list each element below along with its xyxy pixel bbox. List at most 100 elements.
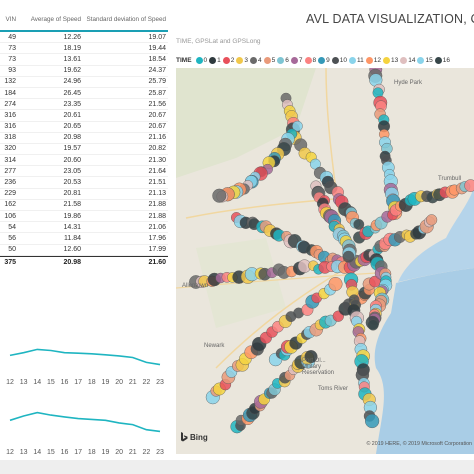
x-tick-label: 12 bbox=[6, 379, 14, 386]
table-row[interactable]: 56 11.84 17.96 bbox=[0, 233, 168, 245]
x-tick-label: 18 bbox=[88, 379, 96, 386]
table-row[interactable]: 50 12.60 17.99 bbox=[0, 245, 168, 256]
legend-dot-icon bbox=[222, 56, 230, 64]
x-tick-label: 19 bbox=[102, 379, 110, 386]
table-row[interactable]: 229 20.81 21.13 bbox=[0, 189, 168, 200]
legend-item-label: 13 bbox=[391, 56, 399, 64]
legend-item[interactable]: 10 bbox=[331, 56, 348, 64]
table-row[interactable]: 93 19.62 24.37 bbox=[0, 66, 168, 77]
legend-item-label: 0 bbox=[203, 56, 208, 64]
legend-item-label: 10 bbox=[339, 56, 348, 64]
table-row[interactable]: 320 19.57 20.82 bbox=[0, 144, 168, 156]
legend-item[interactable]: 4 bbox=[250, 56, 262, 64]
legend-item[interactable]: 0 bbox=[195, 56, 208, 64]
table-row[interactable]: 132 24.96 25.79 bbox=[0, 77, 168, 88]
speed-line-chart-top[interactable]: 12 13 14 15 16 17 18 19 20 21 22 23 bbox=[0, 340, 168, 388]
legend-item-label: 6 bbox=[285, 56, 289, 64]
cell-vin: 106 bbox=[4, 212, 16, 220]
cell-vin: 56 bbox=[8, 234, 16, 242]
legend-item[interactable]: 3 bbox=[236, 56, 249, 64]
table-row[interactable]: 184 26.45 25.87 bbox=[0, 88, 168, 100]
cell-vin: 314 bbox=[4, 156, 16, 164]
x-tick-label: 20 bbox=[115, 449, 123, 456]
gps-point-marker[interactable] bbox=[353, 218, 365, 230]
legend-item[interactable]: 13 bbox=[383, 56, 399, 64]
table-row[interactable]: 73 13.61 18.54 bbox=[0, 54, 168, 66]
bing-icon bbox=[181, 432, 188, 442]
table-row[interactable]: 318 20.98 21.16 bbox=[0, 133, 168, 144]
x-tick-label: 12 bbox=[6, 449, 14, 456]
cell-std-speed: 21.30 bbox=[148, 156, 166, 164]
column-header-avg-speed[interactable]: Average of Speed bbox=[30, 15, 81, 23]
page-tab-strip bbox=[0, 460, 474, 474]
bing-label: Bing bbox=[190, 432, 208, 442]
legend-item[interactable]: 11 bbox=[349, 56, 364, 64]
legend-item[interactable]: 7 bbox=[290, 56, 303, 64]
gps-point-marker[interactable] bbox=[328, 276, 343, 291]
legend-item[interactable]: 1 bbox=[209, 56, 221, 64]
speed-series-line[interactable] bbox=[9, 411, 161, 433]
legend-item[interactable]: 12 bbox=[365, 56, 381, 64]
cell-avg-speed: 11.84 bbox=[64, 234, 81, 242]
cell-std-speed: 21.51 bbox=[148, 179, 166, 187]
table-row[interactable]: 106 19.86 21.88 bbox=[0, 211, 168, 223]
gps-point-marker[interactable] bbox=[426, 214, 438, 226]
legend-item[interactable]: 2 bbox=[222, 56, 234, 64]
cell-std-speed: 17.96 bbox=[148, 234, 166, 242]
table-row[interactable]: 162 21.58 21.88 bbox=[0, 200, 168, 211]
cell-avg-speed: 21.58 bbox=[63, 201, 81, 209]
table-body: 49 12.26 19.07 73 18.19 19.44 73 13.61 18.54 93 19… bbox=[0, 32, 168, 256]
legend-dot-icon bbox=[195, 56, 203, 64]
x-tick-label: 15 bbox=[47, 449, 55, 456]
legend-dot-icon bbox=[250, 56, 258, 64]
cell-avg-speed: 23.35 bbox=[63, 100, 81, 108]
table-row[interactable]: 73 18.19 19.44 bbox=[0, 43, 168, 55]
legend-item[interactable]: 8 bbox=[304, 56, 316, 64]
legend-item-label: 9 bbox=[326, 56, 330, 64]
report-title: AVL DATA VISUALIZATION, CT bbox=[306, 12, 474, 26]
gps-point-marker[interactable] bbox=[365, 413, 380, 429]
table-row[interactable]: 274 23.35 21.56 bbox=[0, 99, 168, 111]
x-tick-label: 13 bbox=[20, 379, 28, 386]
legend-dot-icon bbox=[383, 56, 390, 64]
column-header-std-speed[interactable]: Standard deviation of Speed bbox=[86, 15, 166, 23]
total-std-speed: 21.60 bbox=[148, 259, 166, 267]
gps-point-marker[interactable] bbox=[464, 179, 474, 192]
column-header-vin[interactable]: VIN bbox=[5, 15, 17, 23]
gps-point-marker[interactable] bbox=[304, 350, 318, 364]
map-label-military-reservation: Port Ol... Military Reservation bbox=[302, 358, 335, 376]
legend-dot-icon bbox=[236, 56, 244, 64]
table-row[interactable]: 314 20.60 21.30 bbox=[0, 155, 168, 167]
gps-point-marker[interactable] bbox=[212, 188, 227, 203]
legend-item[interactable]: 9 bbox=[318, 56, 330, 64]
x-tick-label: 16 bbox=[61, 449, 69, 456]
table-row[interactable]: 236 20.53 21.51 bbox=[0, 177, 168, 189]
speed-line-chart-bottom[interactable]: 12 13 14 15 16 17 18 19 20 21 22 23 bbox=[0, 400, 168, 458]
bing-logo: Bing bbox=[180, 432, 208, 442]
legend-item-label: 12 bbox=[373, 56, 381, 64]
table-row[interactable]: 316 20.61 20.67 bbox=[0, 110, 168, 122]
map-copyright: © 2019 HERE, © 2019 Microsoft Corporatio… bbox=[366, 441, 472, 447]
legend-item[interactable]: 5 bbox=[263, 56, 275, 64]
x-tick-label: 14 bbox=[33, 449, 41, 456]
table-row[interactable]: 277 23.05 21.64 bbox=[0, 166, 168, 178]
gps-point-marker[interactable] bbox=[292, 120, 303, 132]
cell-std-speed: 21.64 bbox=[148, 167, 166, 175]
legend-item[interactable]: 14 bbox=[400, 56, 415, 64]
table-row[interactable]: 316 20.65 20.67 bbox=[0, 122, 168, 133]
cell-avg-speed: 14.31 bbox=[63, 223, 81, 231]
x-tick-label: 21 bbox=[129, 379, 137, 386]
cell-std-speed: 19.07 bbox=[148, 33, 166, 41]
legend-item-label: 3 bbox=[244, 56, 249, 64]
speed-series-line[interactable] bbox=[9, 348, 161, 366]
cell-std-speed: 20.67 bbox=[148, 123, 166, 131]
gps-point-marker[interactable] bbox=[342, 250, 355, 263]
gps-point-marker[interactable] bbox=[367, 319, 379, 331]
gps-map[interactable]: Hyde Park Trumbull Allentown Newark Port… bbox=[176, 68, 474, 454]
legend-item[interactable]: 16 bbox=[434, 56, 450, 64]
legend-item[interactable]: 15 bbox=[417, 56, 433, 64]
table-row[interactable]: 49 12.26 19.07 bbox=[0, 32, 168, 44]
table-row[interactable]: 54 14.31 21.06 bbox=[0, 222, 168, 234]
legend-dot-icon bbox=[434, 56, 442, 64]
legend-item[interactable]: 6 bbox=[277, 56, 289, 64]
